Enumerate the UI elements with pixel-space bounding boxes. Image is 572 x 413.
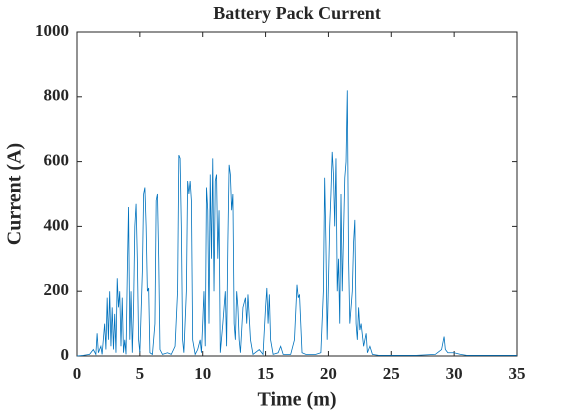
y-tick-label: 600 — [44, 151, 70, 170]
x-tick-label: 5 — [136, 364, 145, 383]
x-tick-label: 10 — [194, 364, 211, 383]
x-tick-label: 30 — [446, 364, 463, 383]
x-tick-label: 0 — [73, 364, 82, 383]
x-tick-label: 20 — [320, 364, 337, 383]
x-axis-label: Time (m) — [257, 389, 336, 411]
plot-frame — [76, 31, 518, 357]
y-axis-label: Current (A) — [4, 143, 26, 245]
y-tick-label: 800 — [44, 86, 70, 105]
y-tick-label: 200 — [44, 280, 70, 299]
data-line — [76, 90, 517, 357]
y-tick-label: 0 — [61, 345, 70, 364]
chart-title: Battery Pack Current — [213, 3, 381, 23]
x-tick-label: 25 — [383, 364, 400, 383]
y-tick-label: 400 — [44, 215, 70, 234]
x-tick-label: 35 — [509, 364, 526, 383]
y-tick-label: 1000 — [35, 21, 69, 40]
x-tick-label: 15 — [257, 364, 274, 383]
